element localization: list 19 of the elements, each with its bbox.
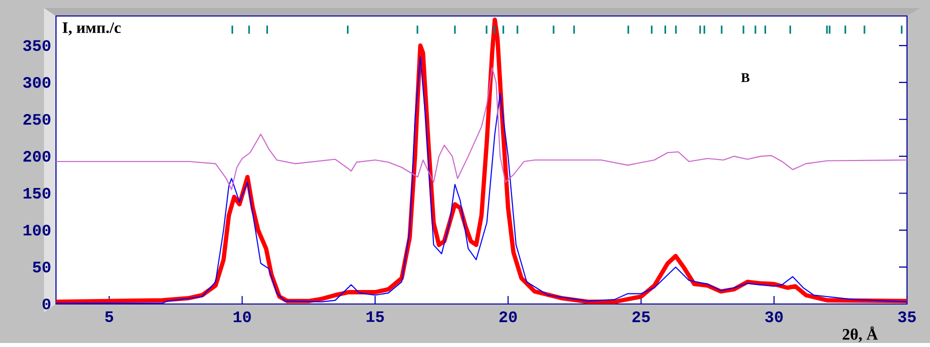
x-tick-label: 20 [499, 312, 517, 322]
x-tick-label: 15 [366, 312, 384, 322]
y-tick-label: 50 [32, 262, 50, 273]
x-tick-label: 10 [234, 312, 251, 322]
y-axis-title: I, имп./с [62, 22, 121, 36]
x-tick-label: 25 [632, 312, 650, 322]
x-axis-title: 2θ, Å [842, 326, 878, 342]
y-tick-label: 350 [23, 40, 50, 52]
y-tick-label: 150 [24, 188, 50, 199]
annotation: В [741, 73, 750, 82]
y-tick-label: 100 [24, 224, 50, 236]
x-tick-label: 30 [765, 312, 783, 322]
y-tick-label: 300 [23, 77, 50, 88]
y-tick-label: 200 [23, 151, 50, 162]
line-series [56, 67, 908, 190]
y-tick-label: 0 [42, 298, 50, 310]
x-tick-label: 5 [105, 312, 114, 322]
y-tick-label: 250 [23, 114, 50, 126]
x-tick-label: 35 [898, 312, 916, 322]
